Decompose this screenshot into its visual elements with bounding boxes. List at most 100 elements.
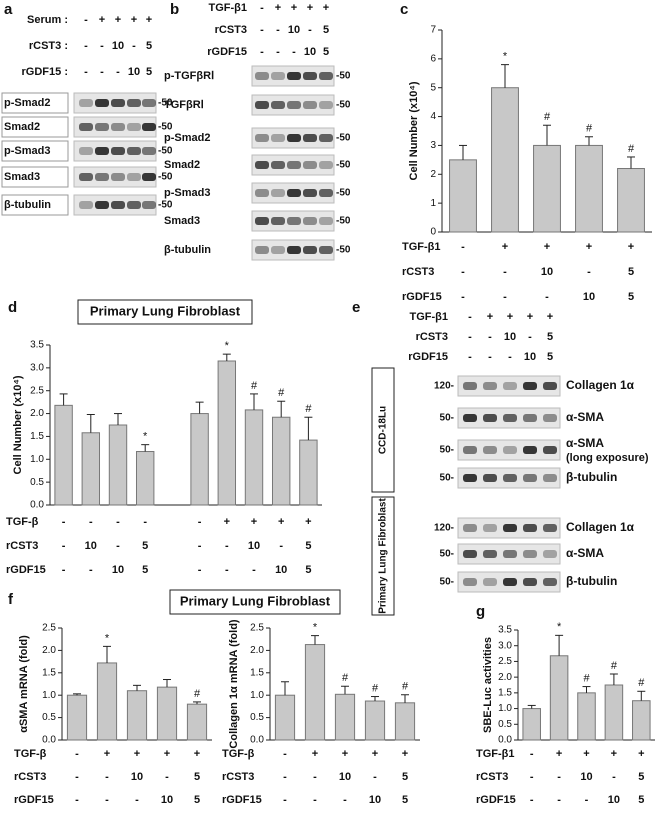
condition-value: -: [468, 351, 472, 363]
condition-value: -: [225, 564, 229, 576]
band: [483, 382, 497, 390]
condition-value: -: [100, 66, 104, 78]
y-tick-label: 2: [430, 169, 436, 180]
significance: #: [194, 688, 201, 700]
bar: [549, 655, 569, 741]
band: [303, 101, 317, 109]
band: [287, 189, 301, 197]
band: [503, 578, 517, 586]
condition-value: +: [134, 748, 140, 760]
band: [271, 246, 285, 254]
condition-value: -: [260, 2, 264, 14]
y-tick-label: 7: [430, 25, 436, 36]
condition-value: -: [75, 748, 79, 760]
band: [303, 217, 317, 225]
band: [142, 201, 156, 209]
bar: [394, 702, 416, 741]
condition-value: 5: [547, 331, 553, 343]
band: [543, 382, 557, 390]
condition-value: -: [105, 794, 109, 806]
band: [483, 446, 497, 454]
mw-marker: 50-: [440, 549, 454, 560]
condition-label: rGDF15: [476, 794, 516, 806]
condition-value: +: [507, 311, 513, 323]
bar: [186, 703, 208, 741]
condition-value: +: [131, 14, 137, 26]
condition-value: -: [292, 46, 296, 58]
condition-value: 5: [323, 46, 329, 58]
condition-value: +: [99, 14, 105, 26]
condition-value: -: [468, 311, 472, 323]
significance: *: [105, 632, 110, 644]
y-tick-label: 1.5: [42, 667, 56, 678]
mw-marker: 50-: [440, 577, 454, 588]
y-axis-label: Collagen 1α mRNA (fold): [228, 619, 240, 749]
band: [523, 524, 537, 532]
condition-label: rCST3: [6, 540, 38, 552]
y-tick-label: 3: [430, 140, 436, 151]
condition-label: rGDF15: [207, 46, 247, 58]
condition-label: rGDF15 :: [22, 66, 68, 78]
row-label: TGFβRⅠ: [164, 99, 204, 111]
significance: #: [372, 682, 379, 694]
band: [111, 147, 125, 155]
bar: [449, 159, 477, 233]
condition-value: 5: [638, 771, 644, 783]
y-tick-label: 1: [430, 198, 436, 209]
condition-value: -: [279, 540, 283, 552]
band: [523, 382, 537, 390]
condition-value: -: [530, 794, 534, 806]
significance: #: [583, 672, 590, 684]
condition-value: 5: [194, 794, 200, 806]
condition-value: +: [502, 241, 508, 253]
condition-value: +: [586, 241, 592, 253]
band: [111, 173, 125, 181]
band: [463, 578, 477, 586]
band: [503, 474, 517, 482]
condition-value: -: [252, 564, 256, 576]
y-tick-label: 6: [430, 53, 436, 64]
condition-value: -: [276, 46, 280, 58]
row-label: Collagen 1α: [566, 520, 635, 534]
band: [271, 134, 285, 142]
mw-marker: -50: [158, 122, 173, 133]
row-label: p-Smad2: [4, 97, 50, 109]
row-label: p-Smad2: [164, 132, 210, 144]
row-label: p-Smad3: [164, 187, 210, 199]
y-tick-label: 0.0: [498, 735, 512, 746]
y-tick-label: 0.5: [250, 712, 264, 723]
band: [255, 101, 269, 109]
condition-value: 10: [580, 771, 592, 783]
row-label-box: [1, 92, 69, 114]
title-box: [77, 299, 253, 325]
condition-label: Serum :: [27, 14, 68, 26]
bar: [632, 700, 651, 741]
band: [127, 123, 141, 131]
condition-value: 5: [323, 24, 329, 36]
band: [79, 147, 93, 155]
mw-marker: -50: [158, 172, 173, 183]
condition-value: -: [488, 331, 492, 343]
condition-value: 10: [524, 351, 536, 363]
condition-value: +: [487, 311, 493, 323]
significance: #: [342, 672, 349, 684]
row-label: β-tubulin: [164, 244, 211, 256]
row-label: Collagen 1α: [566, 378, 635, 392]
band: [463, 446, 477, 454]
condition-value: -: [75, 794, 79, 806]
y-tick-label: 2.0: [30, 408, 44, 419]
y-tick-label: 2.0: [42, 645, 56, 656]
band: [483, 474, 497, 482]
condition-value: -: [84, 14, 88, 26]
panel-letter: e: [352, 299, 360, 316]
condition-label: rCST3: [402, 266, 434, 278]
y-tick-label: 1.0: [498, 703, 512, 714]
band: [287, 101, 301, 109]
condition-value: -: [283, 771, 287, 783]
condition-value: +: [611, 748, 617, 760]
condition-value: -: [283, 748, 287, 760]
band: [271, 189, 285, 197]
chart-title: Primary Lung Fibroblast: [180, 593, 331, 608]
condition-value: -: [276, 24, 280, 36]
significance: #: [278, 387, 285, 399]
